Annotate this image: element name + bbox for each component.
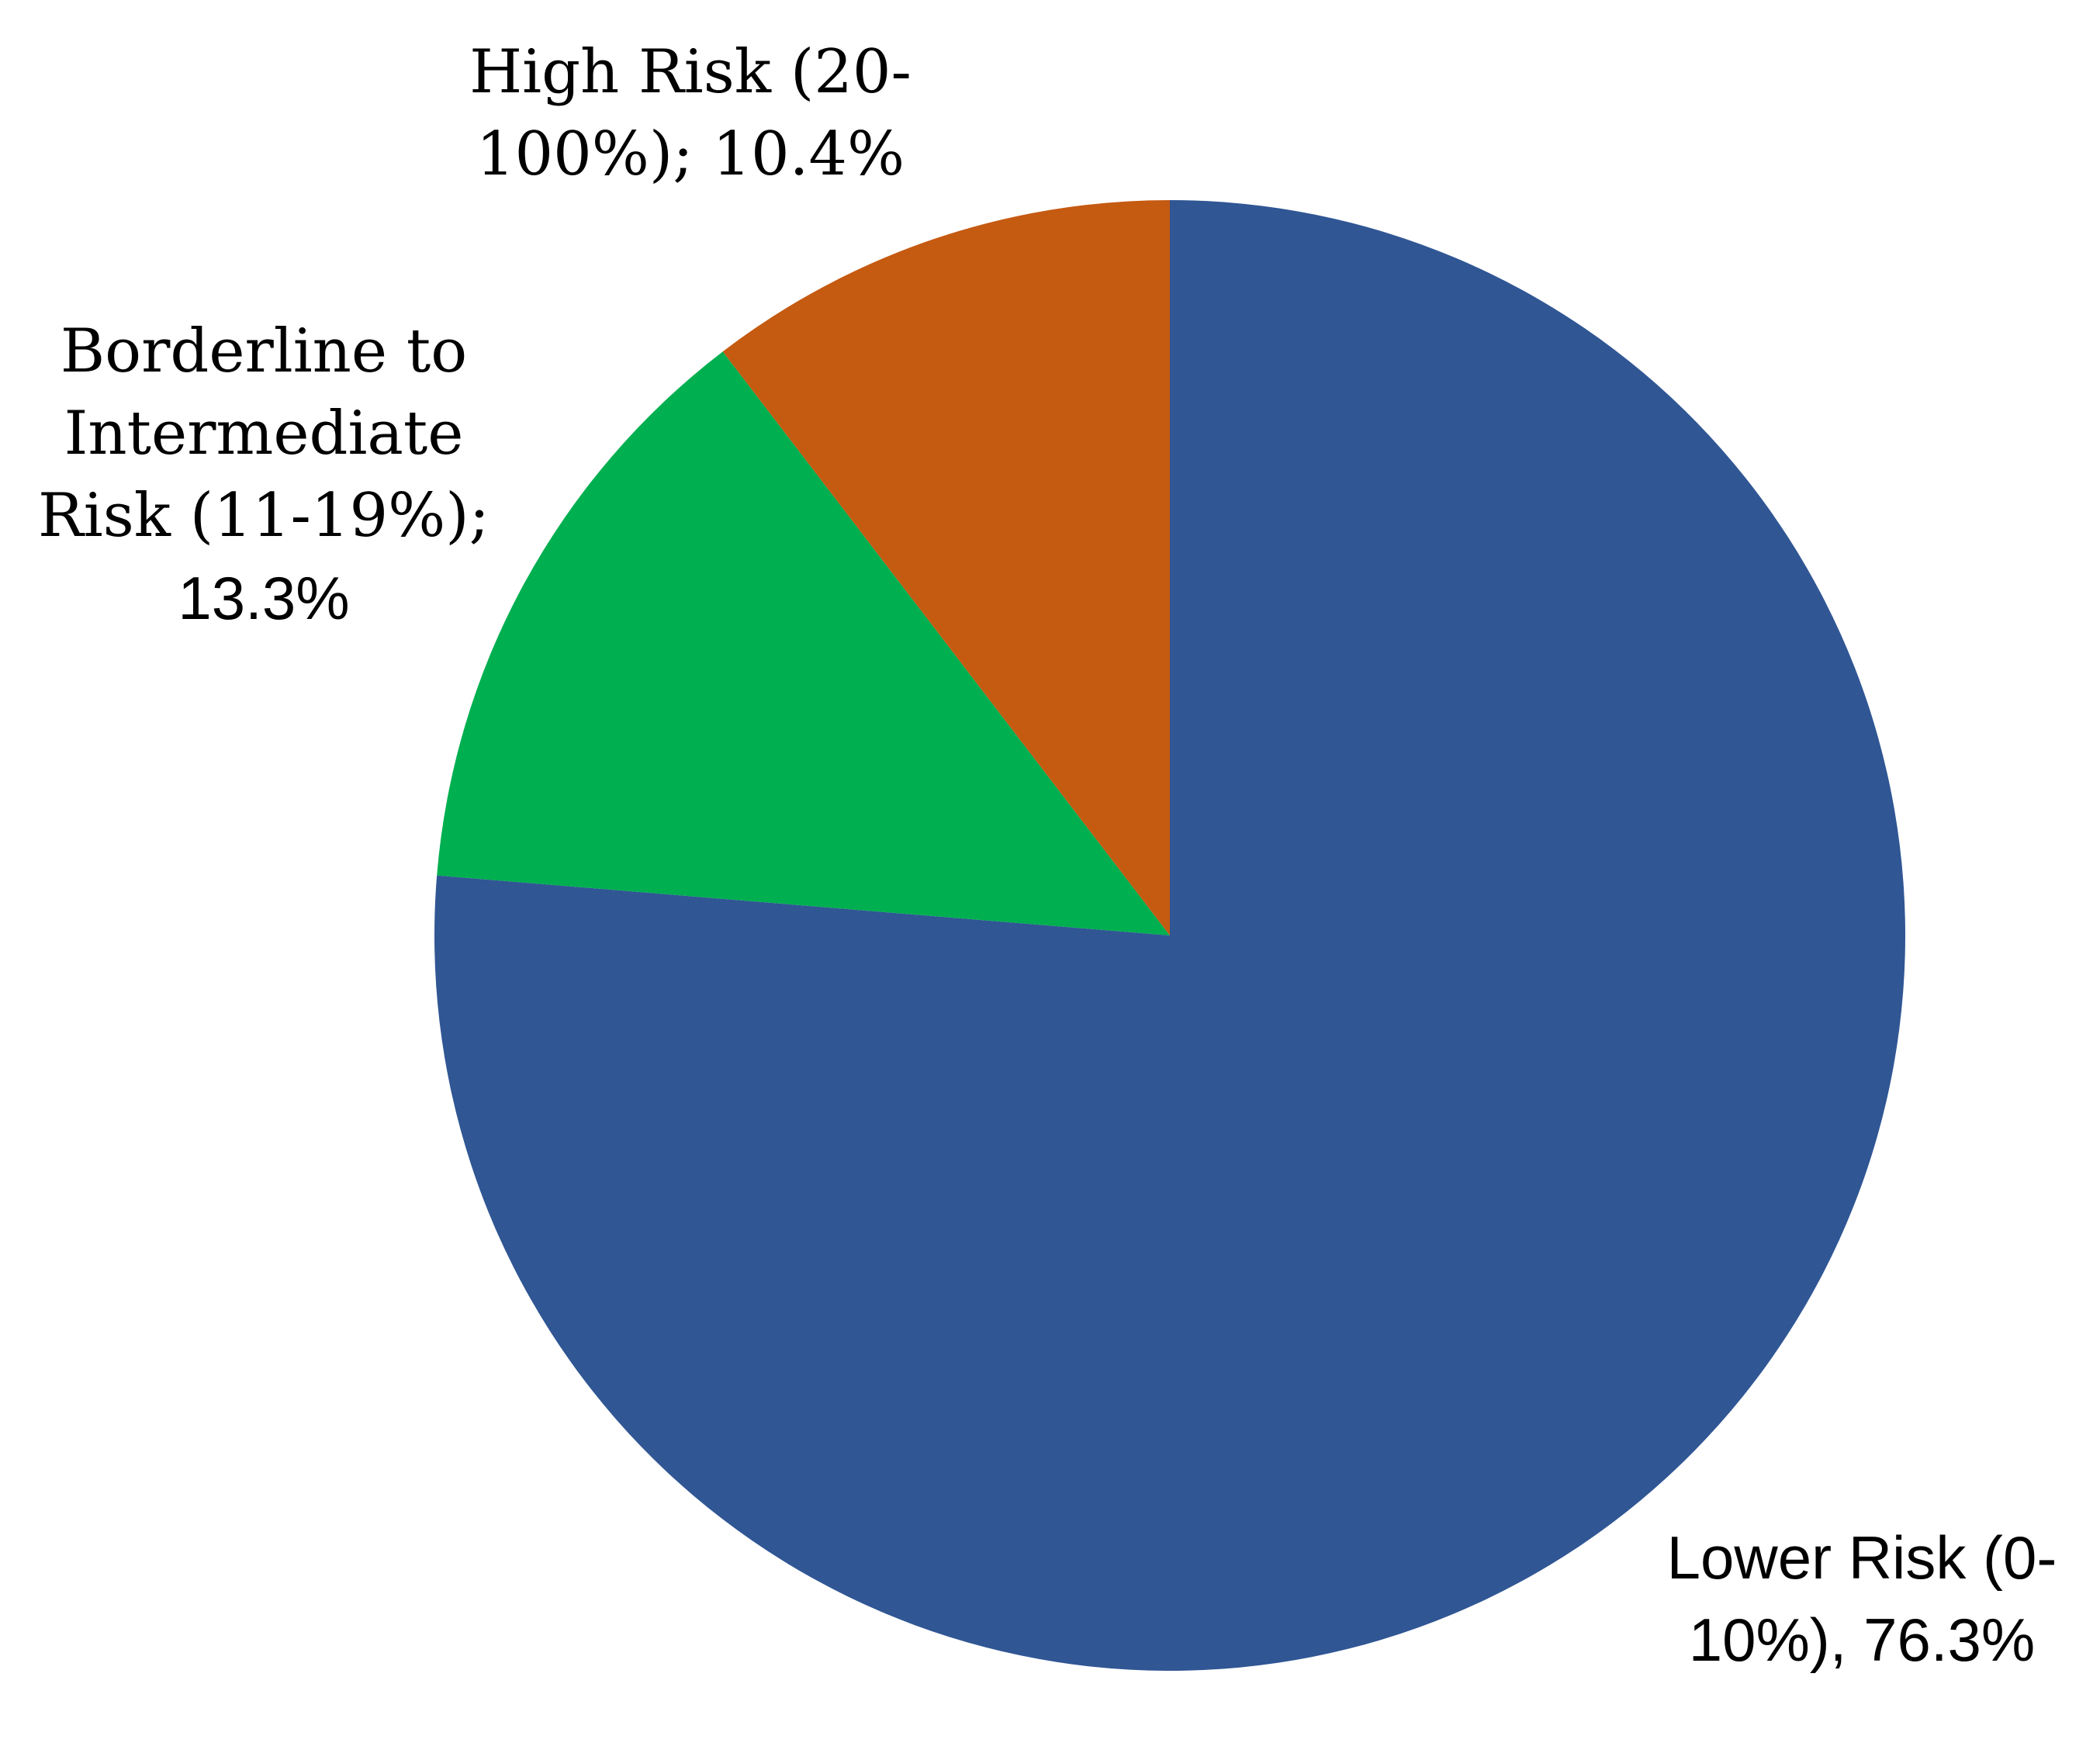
label-line: Borderline to — [60, 316, 468, 386]
label-line: High Risk (20- — [469, 37, 912, 107]
pie-slices — [434, 200, 1905, 1671]
pie-slice-2 — [722, 200, 1170, 935]
label-line: 13.3% — [178, 564, 350, 632]
label-lower-risk: Lower Risk (0- 10%), 76.3% — [1645, 1516, 2079, 1681]
label-line: Risk (11-19%); — [38, 481, 490, 551]
label-line: 10%), 76.3% — [1688, 1606, 2036, 1674]
label-borderline-intermediate-risk: Borderline to Intermediate Risk (11-19%)… — [31, 310, 496, 639]
label-line: Lower Risk (0- — [1666, 1523, 2057, 1592]
pie-slice-1 — [437, 351, 1170, 935]
label-line: 100%); 10.4% — [476, 119, 905, 189]
label-high-risk: High Risk (20- 100%); 10.4% — [434, 31, 946, 195]
label-line: Intermediate — [64, 399, 464, 469]
pie-slice-0 — [434, 200, 1905, 1671]
